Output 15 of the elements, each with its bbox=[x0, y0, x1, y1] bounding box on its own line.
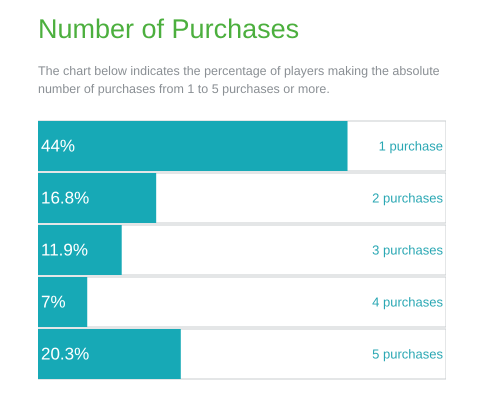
data-label: 16.8% bbox=[41, 188, 90, 208]
bar bbox=[38, 225, 122, 275]
chart-subtitle: The chart below indicates the percentage of players making the absolute number of purchases from 1 to 5 purchases or more. bbox=[38, 63, 441, 98]
y-tick-label: 5 purchases bbox=[372, 346, 444, 362]
y-tick-label: 2 purchases bbox=[372, 190, 444, 206]
data-label: 11.9% bbox=[41, 240, 88, 260]
data-label: 7% bbox=[41, 292, 66, 312]
y-tick-label: 4 purchases bbox=[372, 294, 444, 310]
bar bbox=[38, 277, 88, 327]
data-label: 44% bbox=[41, 136, 76, 156]
y-tick-label: 1 purchase bbox=[378, 138, 443, 154]
y-tick-label: 3 purchases bbox=[372, 242, 444, 258]
chart-title: Number of Purchases bbox=[38, 14, 300, 45]
data-label: 20.3% bbox=[41, 344, 90, 364]
bar bbox=[38, 173, 156, 223]
